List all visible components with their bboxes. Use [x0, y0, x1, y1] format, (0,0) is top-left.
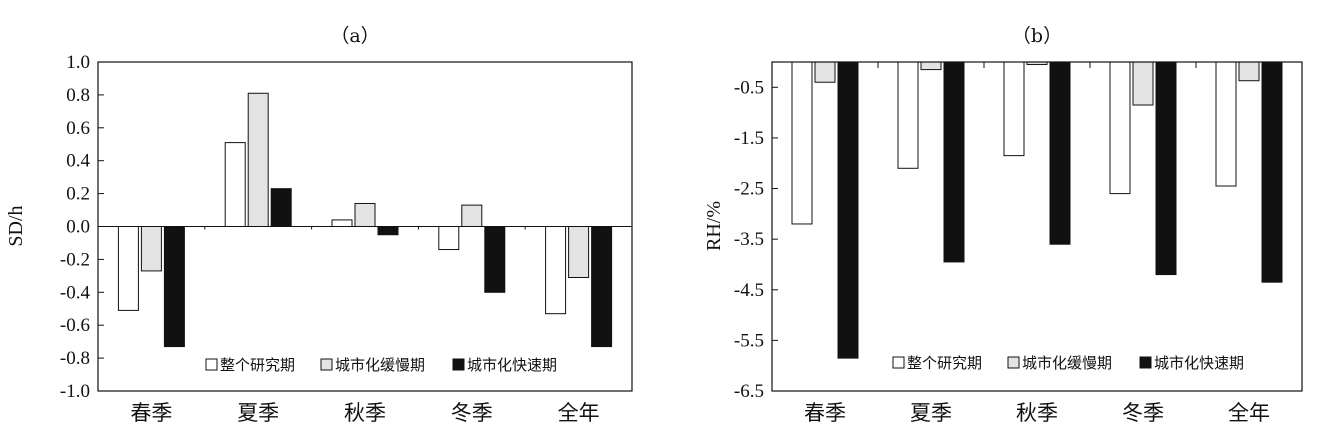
- chart-a-y-tick-label: -0.4: [60, 282, 91, 303]
- chart-a-y-tick-label: -0.8: [60, 348, 90, 369]
- chart-b-x-tick-label: 夏季: [910, 401, 952, 425]
- chart-b-legend-swatch: [1007, 356, 1020, 369]
- chart-b-bar: [814, 61, 836, 83]
- chart-a-bar: [438, 226, 460, 251]
- chart-a-bar: [568, 226, 590, 278]
- chart-b-y-tick-label: -4.5: [734, 280, 764, 301]
- chart-b-y-tick-label: -3.5: [734, 229, 764, 250]
- chart-b-bar: [791, 61, 813, 225]
- chart-b-bar: [1238, 61, 1260, 82]
- chart-b-legend-label: 整个研究期: [907, 354, 982, 372]
- chart-a-bar: [224, 142, 246, 227]
- chart-b-bar: [1132, 61, 1154, 106]
- chart-b-y-axis-label: RH/%: [703, 201, 725, 251]
- chart-b-y-tick-label: -0.5: [734, 77, 764, 98]
- chart-b-y-tick-label: -5.5: [734, 330, 764, 351]
- chart-b-legend-swatch: [892, 356, 905, 369]
- chart-a-bar: [331, 219, 353, 227]
- chart-a-legend-swatch: [320, 358, 333, 371]
- chart-a-y-tick-label: -1.0: [60, 381, 90, 402]
- chart-b-y-tick-label: -6.5: [734, 381, 764, 402]
- chart-b-bar: [1261, 61, 1283, 283]
- chart-b-x-tick-label: 全年: [1228, 401, 1270, 425]
- chart-a-bar: [591, 226, 613, 348]
- chart-b-x-tick-label: 春季: [804, 401, 846, 425]
- chart-a-y-tick-label: 0.8: [66, 85, 90, 106]
- chart-b-bar: [897, 61, 919, 169]
- chart-b-bar: [837, 61, 859, 359]
- chart-a-y-tick-label: 0.2: [66, 184, 90, 205]
- chart-a-y-tick-label: 0.4: [66, 151, 90, 172]
- chart-b-bar: [1109, 61, 1131, 195]
- chart-a-x-tick-label: 春季: [130, 401, 172, 425]
- chart-b-plot-frame: [771, 61, 1303, 392]
- chart-a-legend-label: 整个研究期: [220, 356, 295, 374]
- chart-a-x-tick-label: 全年: [558, 401, 600, 425]
- chart-b-x-tick-label: 秋季: [1016, 401, 1058, 425]
- chart-b-panel: （b） RH/% -0.5 -1.5 -2.5 -3.5 -4.5 -5.5 -6.5 春季 夏季 秋…: [703, 25, 1303, 425]
- chart-a-bar: [140, 226, 162, 272]
- chart-a-panel: （a） SD/h 1.0 0.8 0.6 0.4 0.2 0.0 -0.2 -0.4 -0.6 -0.…: [5, 25, 633, 425]
- chart-a-y-tick-label: 0.0: [66, 217, 90, 238]
- chart-a-bar: [270, 188, 292, 227]
- chart-a-legend-label: 城市化快速期: [467, 356, 557, 374]
- chart-a-legend-swatch: [205, 358, 218, 371]
- chart-b-bar: [920, 61, 942, 71]
- chart-a-y-tick-label: 0.6: [66, 118, 90, 139]
- chart-a-y-axis-label: SD/h: [5, 205, 27, 246]
- chart-a-x-tick-label: 秋季: [344, 401, 386, 425]
- chart-b-y-tick-label: -2.5: [734, 179, 764, 200]
- chart-a-bar: [461, 204, 483, 228]
- chart-a-y-tick-label: -0.6: [60, 315, 90, 336]
- chart-a-bar: [354, 202, 376, 228]
- chart-b-bar: [943, 61, 965, 263]
- chart-b-bar: [1155, 61, 1177, 276]
- chart-b-y-tick-label: -1.5: [734, 128, 764, 149]
- chart-a-y-tick-label: 1.0: [66, 52, 90, 73]
- chart-a-bar: [247, 92, 269, 227]
- chart-b-bar: [1003, 61, 1025, 157]
- chart-a-bar: [117, 226, 139, 311]
- chart-b-title: （b）: [1012, 25, 1062, 47]
- chart-b-bar: [1215, 61, 1237, 187]
- chart-a-legend-swatch: [452, 358, 465, 371]
- chart-a-bar: [484, 226, 506, 293]
- chart-a-legend-label: 城市化缓慢期: [335, 356, 425, 374]
- chart-a-bar: [163, 226, 185, 348]
- chart-a-x-tick-label: 夏季: [237, 401, 279, 425]
- chart-a-bar: [545, 226, 567, 315]
- chart-b-x-tick-label: 冬季: [1122, 401, 1164, 425]
- chart-a-x-tick-label: 冬季: [451, 401, 493, 425]
- chart-a-title: （a）: [330, 25, 379, 47]
- chart-b-bar: [1049, 61, 1071, 245]
- chart-b-legend-swatch: [1139, 356, 1152, 369]
- chart-b-legend-label: 城市化缓慢期: [1022, 354, 1112, 372]
- chart-a-bar: [377, 226, 399, 236]
- chart-b-legend-label: 城市化快速期: [1154, 354, 1244, 372]
- chart-a-y-tick-label: -0.2: [60, 249, 90, 270]
